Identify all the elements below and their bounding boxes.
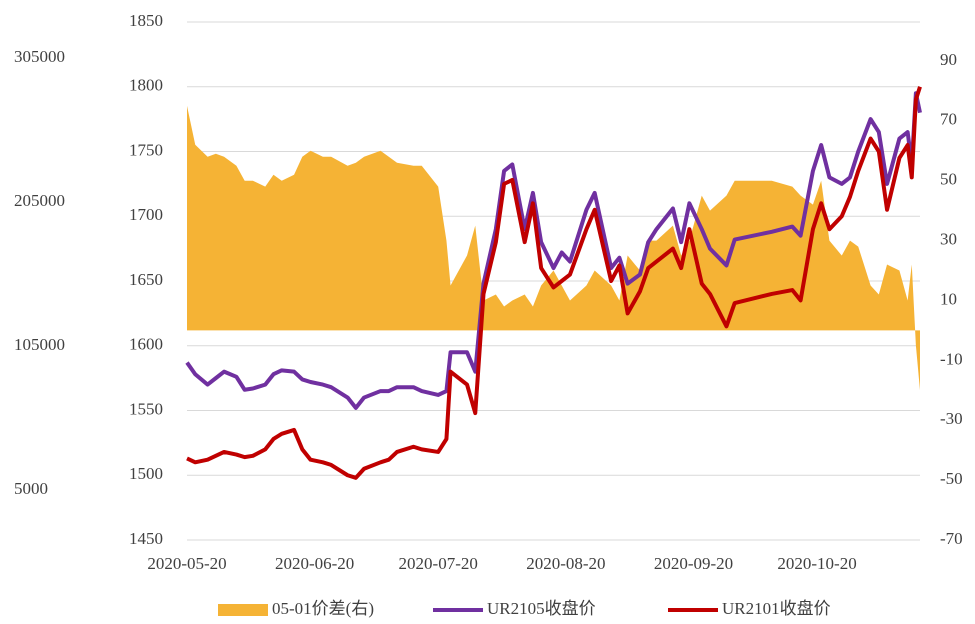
y2-tick-label: -30 [940,409,963,428]
y2-tick-label: 50 [940,170,957,189]
y-tick-label: 1550 [129,399,163,418]
legend-label: 05-01价差(右) [272,599,374,618]
y-tick-label: 1850 [129,11,163,30]
y2-tick-label: 30 [940,229,957,248]
y-tick-label: 1450 [129,529,163,548]
line [186,86,922,480]
x-tick-label: 2020-10-20 [777,554,856,573]
y3-tick-label: 5000 [14,479,48,498]
y2-tick-label: -10 [940,349,963,368]
y-tick-label: 1700 [129,205,163,224]
legend-swatch [218,604,268,616]
y2-tick-label: 10 [940,289,957,308]
y-tick-label: 1650 [129,270,163,289]
y-tick-label: 1600 [129,335,163,354]
x-tick-label: 2020-07-20 [399,554,478,573]
y-tick-label: 1750 [129,140,163,159]
y3-tick-label: 205000 [14,191,65,210]
y3-tick-label: 105000 [14,335,65,354]
y2-tick-label: 70 [940,110,957,129]
y-tick-label: 1800 [129,76,163,95]
x-tick-label: 2020-06-20 [275,554,354,573]
area [187,105,920,391]
y2-tick-label: -70 [940,529,963,548]
x-tick-label: 2020-05-20 [147,554,226,573]
y2-tick-label: 90 [940,50,957,69]
y3-tick-label: 305000 [14,47,65,66]
x-tick-label: 2020-09-20 [654,554,733,573]
y-tick-label: 1500 [129,464,163,483]
line [185,91,922,410]
x-tick-label: 2020-08-20 [526,554,605,573]
legend-label: UR2105收盘价 [487,599,596,618]
y2-tick-label: -50 [940,469,963,488]
legend-label: UR2101收盘价 [722,599,831,618]
